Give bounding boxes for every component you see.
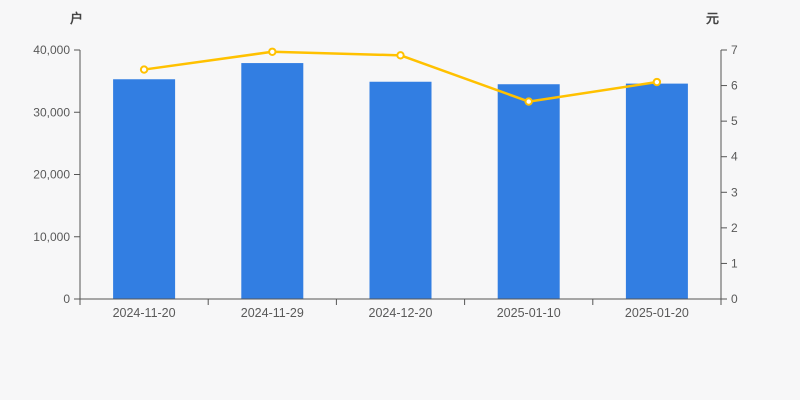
left-axis-tick-label: 0 bbox=[63, 292, 70, 306]
right-axis-unit-label: 元 bbox=[706, 11, 720, 26]
left-axis-unit-label: 户 bbox=[70, 11, 84, 26]
x-axis-category-label: 2025-01-20 bbox=[625, 306, 689, 320]
x-axis-category-label: 2024-12-20 bbox=[369, 306, 433, 320]
right-axis-tick-label: 4 bbox=[731, 150, 738, 164]
bar-2024-12-20[interactable] bbox=[369, 81, 432, 299]
right-axis-tick-label: 0 bbox=[731, 292, 738, 306]
line-point-2024-11-20[interactable] bbox=[139, 65, 149, 74]
left-axis-tick-label: 30,000 bbox=[33, 105, 70, 119]
right-axis-tick-label: 6 bbox=[731, 79, 738, 93]
line-point-2024-12-20[interactable] bbox=[396, 51, 405, 60]
right-axis-tick-label: 5 bbox=[731, 114, 738, 128]
x-axis-category-label: 2024-11-20 bbox=[113, 306, 176, 320]
line-point-2024-11-29[interactable] bbox=[268, 47, 277, 56]
right-axis-tick-label: 2 bbox=[731, 221, 738, 235]
bar-2025-01-20[interactable] bbox=[625, 83, 688, 300]
bar-2025-01-10[interactable] bbox=[497, 84, 560, 299]
right-axis-tick-label: 1 bbox=[731, 256, 738, 270]
right-axis-tick-label: 7 bbox=[731, 43, 738, 57]
left-axis-tick-label: 20,000 bbox=[33, 168, 70, 182]
x-axis-category-label: 2025-01-10 bbox=[497, 306, 561, 320]
line-point-2025-01-10[interactable] bbox=[524, 97, 533, 106]
right-axis-tick-label: 3 bbox=[731, 185, 738, 199]
left-axis-tick-label: 40,000 bbox=[33, 43, 70, 57]
left-axis-tick-label: 10,000 bbox=[33, 230, 70, 244]
bar-2024-11-29[interactable] bbox=[241, 63, 304, 300]
x-axis-category-label: 2024-11-29 bbox=[241, 306, 304, 320]
bar-2024-11-20[interactable] bbox=[113, 79, 176, 299]
line-point-2025-01-20[interactable] bbox=[652, 77, 662, 87]
